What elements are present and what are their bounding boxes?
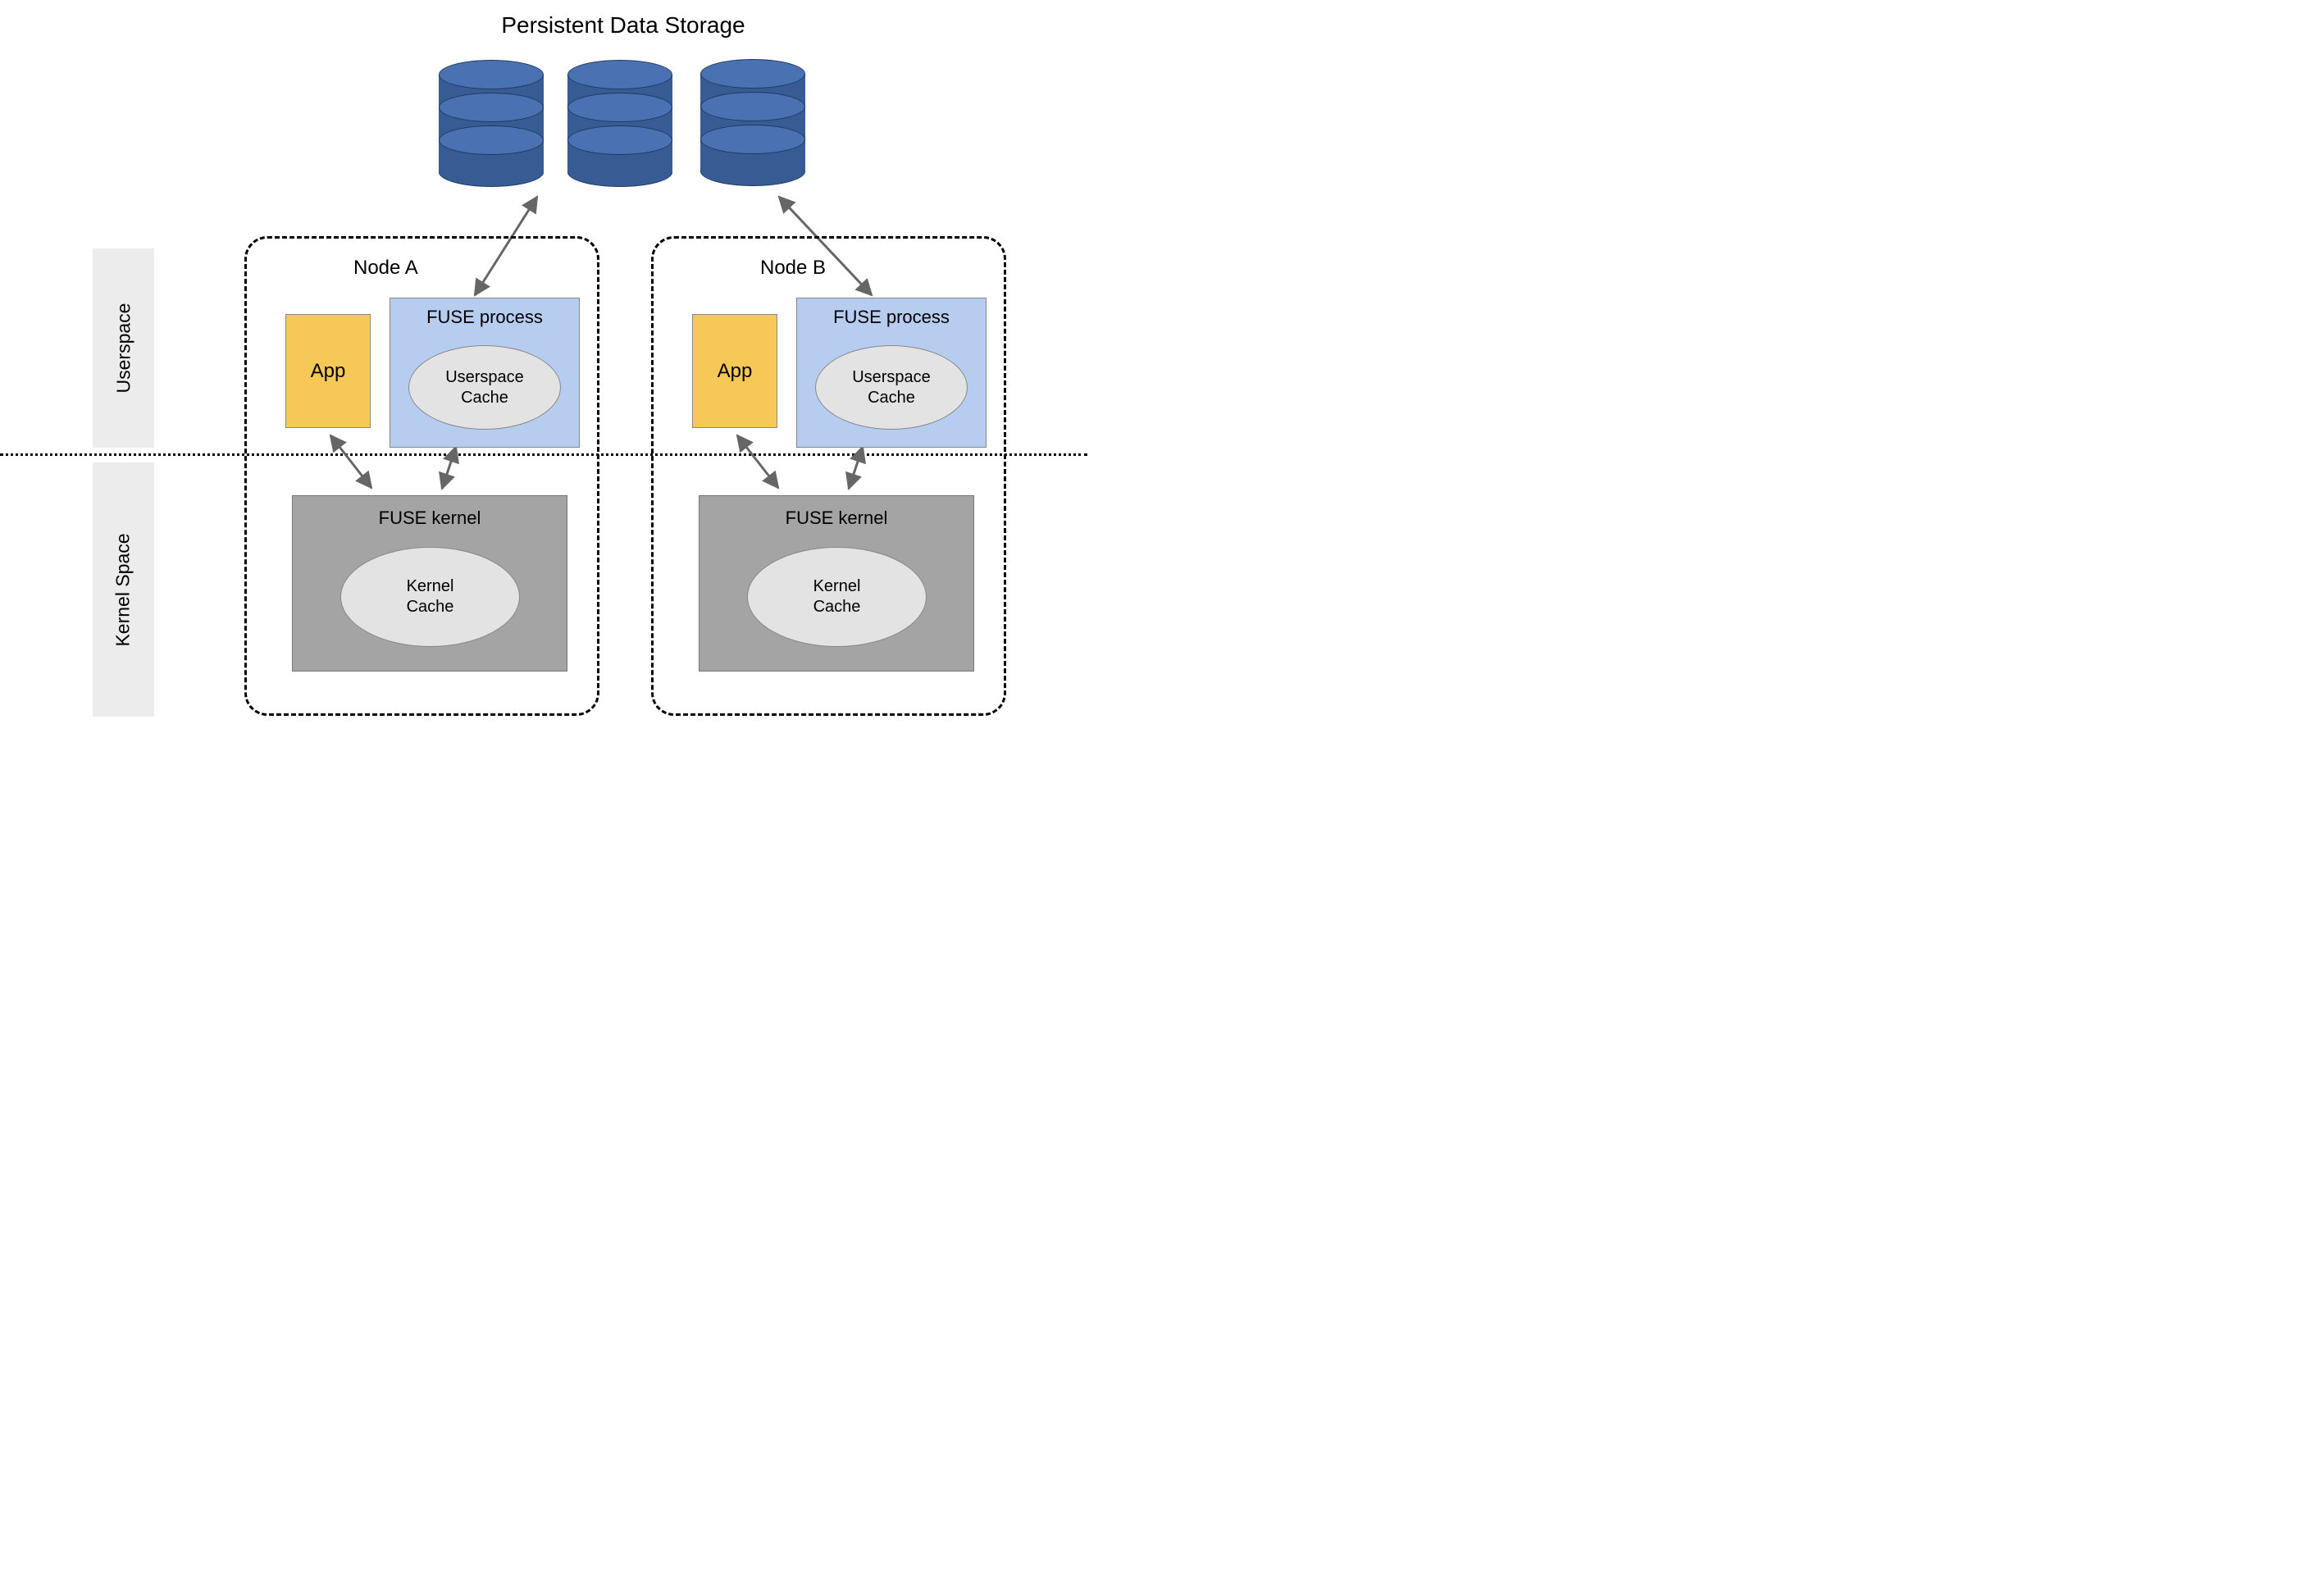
node-a-kernel-cache: Kernel Cache bbox=[340, 547, 520, 647]
node-b: Node B App FUSE process Userspace Cache … bbox=[651, 236, 1006, 716]
node-a: Node A App FUSE process Userspace Cache … bbox=[244, 236, 599, 716]
node-b-fuse-kernel-label: FUSE kernel bbox=[699, 508, 973, 529]
node-a-fuse-process: FUSE process Userspace Cache bbox=[390, 298, 580, 448]
node-b-kernel-cache: Kernel Cache bbox=[747, 547, 927, 647]
node-a-app: App bbox=[285, 314, 371, 428]
storage-cylinder-2 bbox=[567, 60, 672, 187]
kernelspace-label: Kernel Space bbox=[93, 462, 154, 717]
node-a-title: Node A bbox=[353, 257, 418, 280]
node-a-fuse-kernel-label: FUSE kernel bbox=[293, 508, 567, 529]
node-a-fuse-kernel: FUSE kernel Kernel Cache bbox=[292, 495, 567, 672]
node-b-app-label: App bbox=[718, 360, 753, 383]
node-b-fuse-process: FUSE process Userspace Cache bbox=[796, 298, 987, 448]
storage-cylinder-1 bbox=[439, 60, 544, 187]
diagram-title: Persistent Data Storage bbox=[459, 12, 787, 39]
userspace-label-text: Userspace bbox=[112, 303, 134, 394]
node-a-userspace-cache: Userspace Cache bbox=[408, 345, 561, 430]
node-b-userspace-cache: Userspace Cache bbox=[815, 345, 968, 430]
node-b-app: App bbox=[692, 314, 777, 428]
node-a-fuse-process-label: FUSE process bbox=[390, 307, 579, 328]
node-a-app-label: App bbox=[311, 360, 346, 383]
node-b-fuse-process-label: FUSE process bbox=[797, 307, 986, 328]
storage-cylinder-3 bbox=[700, 59, 805, 186]
kernelspace-label-text: Kernel Space bbox=[112, 533, 134, 646]
node-b-title: Node B bbox=[760, 257, 826, 280]
userspace-label: Userspace bbox=[93, 248, 154, 448]
node-b-fuse-kernel: FUSE kernel Kernel Cache bbox=[699, 495, 974, 672]
